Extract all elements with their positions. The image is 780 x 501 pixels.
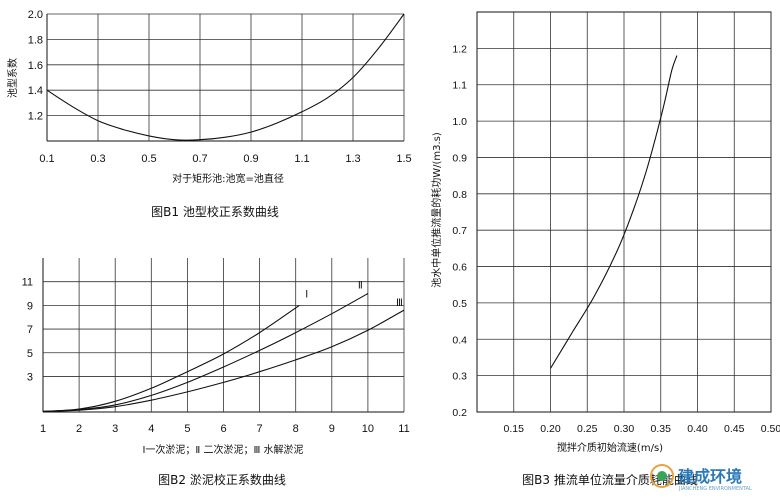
chart-b1-x-tick-label: 0.5 — [141, 153, 156, 165]
chart-b1-x-tick-label: 0.9 — [243, 153, 258, 165]
watermark-ring-icon — [650, 464, 674, 488]
chart-b2-series-line-1 — [42, 304, 300, 412]
chart-b1-x-tick-label: 0.7 — [192, 153, 207, 165]
chart-b3-ylabel: 池水中单位推流量的耗功W/(m3.s) — [430, 132, 443, 288]
chart-b2-x-tick-label: 4 — [148, 423, 154, 435]
chart-b1-x-tick-label: 0.1 — [39, 153, 54, 165]
chart-b2-x-tick-label: 2 — [76, 423, 82, 435]
chart-b3-x-tick-label: 0.15 — [504, 423, 525, 435]
chart-b2-series-label-3: Ⅲ — [396, 298, 403, 309]
chart-b2-y-tick-label: 11 — [22, 277, 33, 289]
chart-b3-y-tick-label: 0.5 — [452, 298, 467, 310]
chart-b1-y-tick-label: 1.2 — [28, 111, 43, 123]
chart-b1-y-tick-label: 1.6 — [28, 60, 43, 72]
chart-b2-x-tick-label: 8 — [293, 423, 299, 435]
chart-b3-x-tick-label: 0.35 — [651, 423, 672, 435]
chart-b2-series-label-1: Ⅰ — [305, 289, 308, 300]
chart-b2-caption: 图B2 淤泥校正系数曲线 — [158, 472, 286, 487]
chart-b3-y-tick-label: 0.7 — [452, 225, 467, 237]
chart-b3-x-tick-label: 0.45 — [724, 423, 745, 435]
chart-b2-x-tick-label: 10 — [362, 423, 374, 435]
chart-b2-x-tick-label: 3 — [112, 423, 118, 435]
chart-b2-series-label-2: Ⅱ — [358, 281, 363, 292]
chart-b1-x-tick-label: 0.3 — [90, 153, 105, 165]
chart-b3-y-tick-label: 0.3 — [452, 371, 467, 383]
watermark-logo: 建成环境 JIANCHENG ENVIRONMENTAL — [650, 464, 752, 492]
watermark-leaf-icon — [657, 471, 667, 481]
chart-b2-y-tick-label: 5 — [27, 348, 33, 360]
chart-b3-y-tick-label: 0.8 — [452, 189, 467, 201]
chart-b3-y-tick-label: 0.4 — [452, 334, 467, 346]
chart-b3-y-tick-label: 0.9 — [452, 152, 467, 164]
chart-b3-y-tick-label: 1.1 — [452, 80, 467, 92]
chart-b2-series-line-2 — [42, 293, 369, 412]
chart-b3-x-tick-label: 0.30 — [614, 423, 635, 435]
chart-b2-x-tick-label: 7 — [257, 423, 263, 435]
chart-b3-y-tick-label: 1.2 — [452, 43, 467, 55]
watermark-text: 建成环境 — [678, 467, 742, 486]
chart-b1-x-tick-label: 1.1 — [294, 153, 309, 165]
chart-b1-series-line — [46, 13, 405, 141]
chart-b3-y-tick-label: 0.2 — [452, 407, 467, 419]
chart-b1-y-tick-label: 2.0 — [28, 9, 43, 21]
chart-b3-x-tick-label: 0.40 — [687, 423, 708, 435]
chart-b1-x-tick-label: 1.5 — [396, 153, 411, 165]
chart-b3: 0.15 0.20 0.25 0.30 0.35 0.40 0.45 0.50 0.2 0.3 0.… — [452, 11, 780, 435]
watermark-subtext: JIANCHENG ENVIRONMENTAL — [678, 486, 752, 492]
chart-b1: 0.1 0.3 0.5 0.7 0.9 1.1 1.3 1.5 1.2 1.4 1.6 1.8 2.0 — [28, 9, 412, 165]
chart-b2-x-tick-label: 6 — [220, 423, 226, 435]
chart-b2-x-tick-label: 1 — [40, 423, 46, 435]
chart-b2-x-tick-label: 9 — [329, 423, 335, 435]
chart-b2: 1 2 3 4 5 6 7 8 9 10 11 3 5 7 9 11 Ⅰ Ⅱ Ⅲ — [22, 258, 410, 435]
chart-b2-x-tick-label: 5 — [184, 423, 190, 435]
chart-b3-x-tick-label: 0.50 — [761, 423, 780, 435]
chart-b2-y-tick-label: 7 — [27, 324, 33, 336]
chart-b2-series-line-3 — [42, 309, 405, 412]
chart-b3-y-tick-label: 1.0 — [452, 116, 467, 128]
chart-b3-x-tick-label: 0.25 — [577, 423, 598, 435]
chart-b1-ylabel: 池型系数 — [6, 58, 19, 98]
chart-b3-series-line — [550, 55, 678, 369]
chart-b1-caption: 图B1 池型校正系数曲线 — [151, 204, 279, 219]
chart-b3-x-tick-label: 0.20 — [540, 423, 561, 435]
chart-b2-xlabel: Ⅰ一次淤泥；Ⅱ 二次淤泥；Ⅲ 水解淤泥 — [142, 443, 303, 456]
chart-b1-xlabel: 对于矩形池:池宽=池直径 — [172, 172, 284, 185]
chart-b1-x-tick-label: 1.3 — [345, 153, 360, 165]
chart-b1-y-tick-label: 1.8 — [28, 34, 43, 46]
chart-b2-y-tick-label: 9 — [27, 300, 33, 312]
chart-b3-xlabel: 搅拌介质初始流速(m/s) — [557, 441, 663, 454]
chart-b3-y-tick-label: 0.6 — [452, 262, 467, 274]
chart-b2-y-tick-label: 3 — [27, 371, 33, 383]
chart-b2-x-tick-label: 11 — [398, 423, 409, 435]
chart-b1-y-tick-label: 1.4 — [28, 85, 43, 97]
